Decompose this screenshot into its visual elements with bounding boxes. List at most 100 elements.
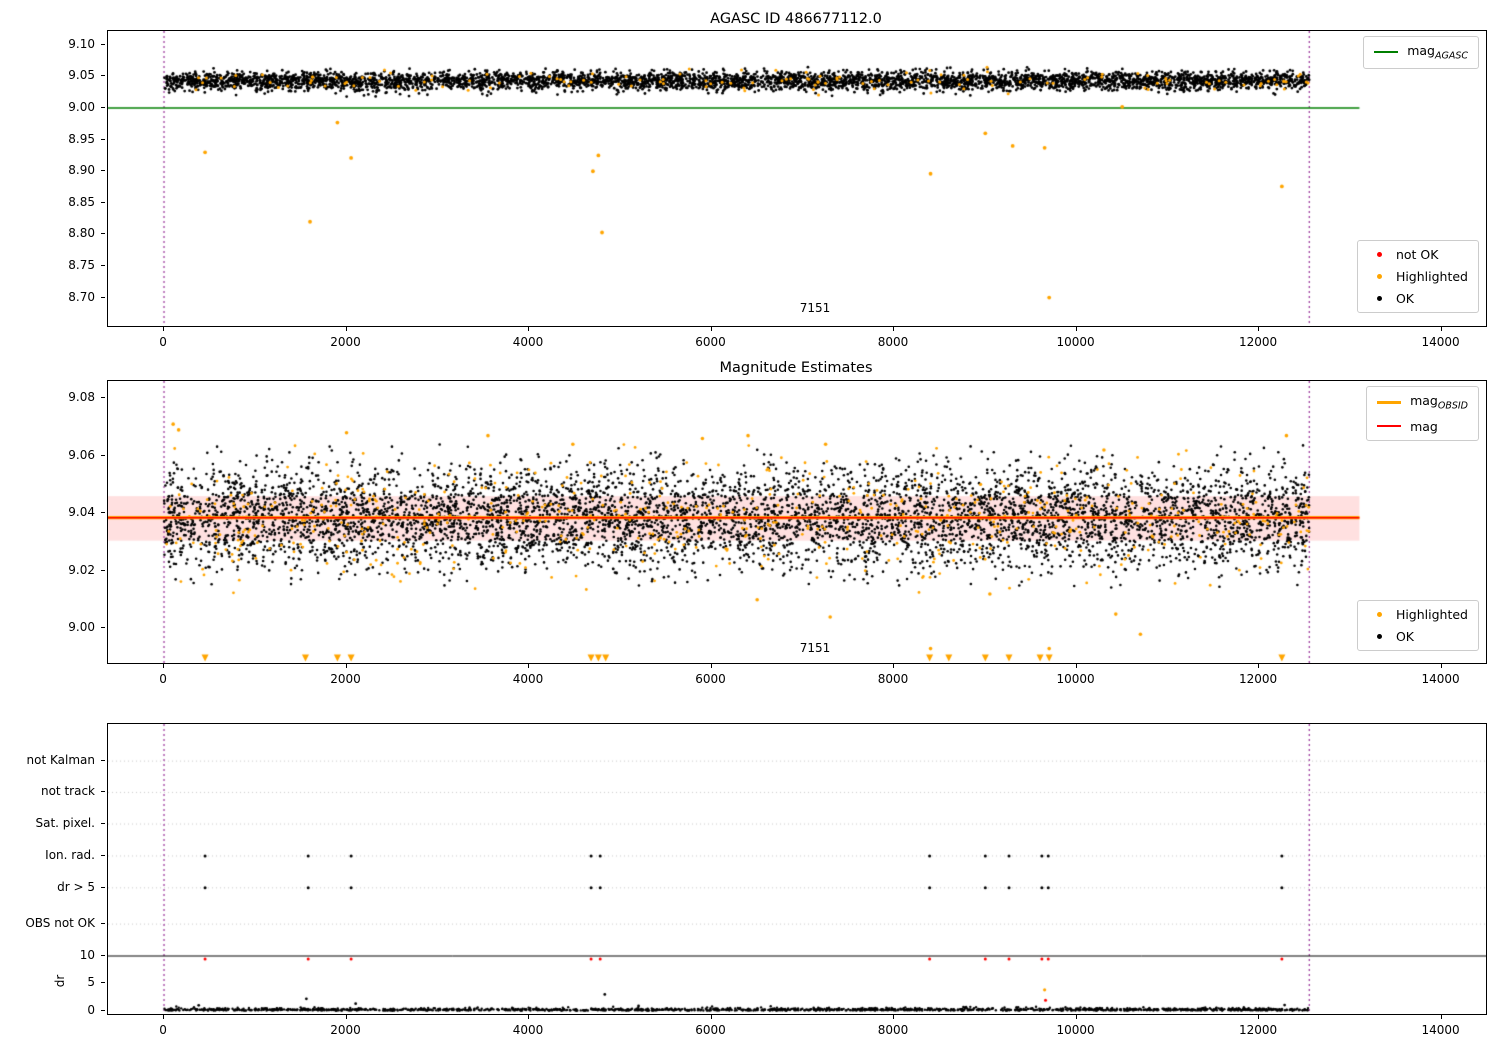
- y-tick-label: 9.08: [68, 390, 95, 405]
- x-tick: [345, 664, 347, 668]
- y-tick-label: 8.70: [68, 289, 95, 304]
- y-tick: [101, 760, 105, 762]
- y-tick: [101, 43, 105, 45]
- flag-category-label: Ion. rad.: [45, 847, 95, 862]
- legend-mag-lines: magOBSID mag: [1366, 386, 1479, 441]
- estimates-scatter-canvas: [108, 381, 1486, 663]
- plot1-title: AGASC ID 486677112.0: [710, 11, 882, 27]
- x-tick: [710, 664, 712, 668]
- legend-label: Highlighted: [1395, 607, 1468, 622]
- legend-label: not OK: [1395, 247, 1439, 262]
- y-tick-label: 9.02: [68, 562, 95, 577]
- x-tick: [1440, 327, 1442, 331]
- x-tick-label: 8000: [877, 672, 909, 686]
- x-tick: [893, 664, 895, 668]
- x-tick: [163, 327, 165, 331]
- x-tick-label: 6000: [695, 1023, 726, 1037]
- x-tick: [1258, 327, 1260, 331]
- y-tick: [101, 823, 105, 825]
- dr-tick-label: 5: [87, 975, 95, 990]
- x-tick: [345, 1015, 347, 1019]
- x-tick-label: 0: [159, 672, 167, 686]
- x-tick-label: 10000: [1056, 1023, 1095, 1037]
- y-tick: [101, 791, 105, 793]
- legend-label: magAGASC: [1407, 43, 1468, 62]
- x-tick-label: 14000: [1421, 335, 1460, 349]
- magnitude-estimates-plot: [107, 380, 1487, 664]
- OK-swatch: [1376, 296, 1382, 301]
- x-tick-label: 0: [159, 335, 167, 349]
- y-tick: [101, 75, 105, 77]
- legend-item: mag: [1377, 419, 1468, 434]
- x-tick-label: 6000: [695, 672, 726, 686]
- legend-item: Highlighted: [1368, 607, 1468, 622]
- legend-label: OK: [1395, 291, 1414, 306]
- x-tick-label: 14000: [1421, 672, 1460, 686]
- flags-canvas: [108, 724, 1486, 1014]
- x-tick: [163, 664, 165, 668]
- y-tick: [101, 1009, 105, 1011]
- y-tick: [101, 923, 105, 925]
- x-tick: [1075, 1015, 1077, 1019]
- x-tick-label: 2000: [330, 672, 361, 686]
- x-tick: [345, 327, 347, 331]
- x-tick: [710, 327, 712, 331]
- y-tick-label: 9.00: [68, 100, 95, 115]
- y-tick-label: 9.04: [68, 505, 95, 520]
- y-tick: [101, 854, 105, 856]
- flag-category-label: not track: [40, 784, 95, 799]
- y-tick: [101, 107, 105, 109]
- x-tick: [1440, 664, 1442, 668]
- flag-category-label: OBS not OK: [25, 916, 95, 931]
- Highlighted-swatch: [1376, 274, 1382, 279]
- x-tick: [163, 1015, 165, 1019]
- x-tick: [893, 1015, 895, 1019]
- y-tick-label: 8.80: [68, 226, 95, 241]
- x-tick-label: 8000: [877, 1023, 909, 1037]
- y-tick-label: 9.00: [68, 620, 95, 635]
- legend-point-status-middle: Highlighted OK: [1356, 600, 1479, 651]
- x-tick: [1440, 1015, 1442, 1019]
- obsid-annotation-middle: 7151: [799, 641, 831, 655]
- x-tick: [1075, 327, 1077, 331]
- dr-tick-label: 0: [87, 1002, 95, 1017]
- not OK-swatch: [1376, 252, 1382, 257]
- legend-point-status-top: not OK Highlighted OK: [1356, 240, 1479, 313]
- x-tick: [1258, 1015, 1260, 1019]
- legend-label: Highlighted: [1395, 269, 1468, 284]
- x-tick-label: 2000: [330, 335, 361, 349]
- x-tick-label: 4000: [512, 672, 544, 686]
- x-tick-label: 4000: [512, 335, 544, 349]
- legend-item: not OK: [1368, 247, 1468, 262]
- mag-agasc-line-swatch: [1374, 51, 1399, 54]
- y-tick: [101, 955, 105, 956]
- y-tick-label: 9.05: [68, 68, 95, 83]
- y-tick: [101, 201, 105, 203]
- x-tick: [893, 327, 895, 331]
- x-tick-label: 6000: [695, 335, 726, 349]
- x-tick: [710, 1015, 712, 1019]
- plot2-title: Magnitude Estimates: [719, 360, 873, 376]
- y-tick: [101, 296, 105, 298]
- y-tick: [101, 454, 105, 456]
- mag-swatch: [1377, 425, 1402, 427]
- flags-plot: [107, 723, 1487, 1015]
- legend-item: magAGASC: [1374, 43, 1468, 62]
- dr-tick-label: 10: [79, 948, 95, 962]
- legend-mag-agasc: magAGASC: [1363, 36, 1479, 69]
- x-tick: [528, 1015, 530, 1019]
- x-tick-label: 14000: [1421, 1023, 1460, 1037]
- legend-label: mag: [1410, 418, 1438, 434]
- OK-swatch: [1376, 634, 1382, 639]
- y-tick-label: 8.85: [68, 194, 95, 209]
- x-tick-label: 10000: [1056, 335, 1095, 349]
- y-tick: [101, 233, 105, 235]
- mag-swatch: [1377, 400, 1402, 404]
- y-tick: [101, 886, 105, 888]
- y-tick: [101, 627, 105, 629]
- x-tick-label: 12000: [1238, 1023, 1278, 1037]
- Highlighted-swatch: [1376, 612, 1382, 617]
- y-tick: [101, 170, 105, 172]
- legend-item: magOBSID: [1377, 393, 1468, 412]
